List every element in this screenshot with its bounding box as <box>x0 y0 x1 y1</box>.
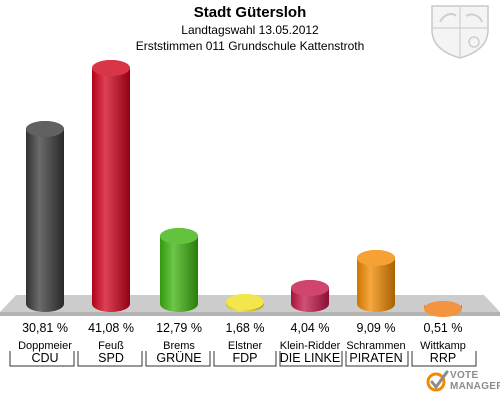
bar-piraten <box>357 250 395 312</box>
bar-cap <box>424 300 462 317</box>
bar-grüne <box>160 228 198 312</box>
candidate-label: Schrammen <box>346 340 405 352</box>
party-bracket <box>77 351 143 367</box>
party-label: FDP <box>233 351 258 365</box>
bar-cap <box>357 250 395 267</box>
bar-cap <box>291 280 329 297</box>
vote-manager-watermark: VOTE MANAGER <box>424 366 500 400</box>
value-label: 4,04 % <box>291 321 330 335</box>
watermark-line-1: VOTE <box>450 370 479 381</box>
coat-of-arms-icon <box>431 5 489 59</box>
party-bracket <box>279 351 343 367</box>
party-label: PIRATEN <box>349 351 402 365</box>
party-label: GRÜNE <box>156 351 201 365</box>
party-label: SPD <box>98 351 124 365</box>
value-label: 1,68 % <box>226 321 265 335</box>
candidate-label: Wittkamp <box>420 340 466 352</box>
value-label: 0,51 % <box>424 321 463 335</box>
candidate-label: Klein-Ridder <box>280 340 341 352</box>
bar-cap <box>226 294 264 311</box>
chart-subtitle: Landtagswahl 13.05.2012 <box>181 23 319 37</box>
value-label: 30,81 % <box>22 321 68 335</box>
value-label: 12,79 % <box>156 321 202 335</box>
chart-floor-edge <box>0 312 500 316</box>
party-bracket <box>345 351 409 367</box>
party-bracket <box>9 351 75 367</box>
value-label: 41,08 % <box>88 321 134 335</box>
candidate-label: Elstner <box>228 340 263 352</box>
candidate-label: Feuß <box>98 340 124 352</box>
party-label: DIE LINKE <box>280 351 340 365</box>
party-bracket <box>145 351 211 367</box>
bar-cap <box>92 60 130 76</box>
party-bracket <box>213 351 277 367</box>
candidate-label: Brems <box>163 340 195 352</box>
chart-title: Stadt Gütersloh <box>193 4 307 21</box>
chart-subtitle-2: Erststimmen 011 Grundschule Kattenstroth <box>135 39 365 53</box>
party-label: RRP <box>430 351 456 365</box>
vote-manager-logo-icon <box>426 370 449 392</box>
bar-spd <box>92 60 130 312</box>
bar-cap <box>160 228 198 245</box>
party-label: CDU <box>31 351 58 365</box>
candidate-label: Doppmeier <box>18 340 72 352</box>
watermark-line-2: MANAGER <box>450 381 500 392</box>
party-bracket <box>411 351 477 367</box>
bar-cdu <box>26 121 64 312</box>
value-label: 9,09 % <box>357 321 396 335</box>
bar-cap <box>26 121 64 137</box>
